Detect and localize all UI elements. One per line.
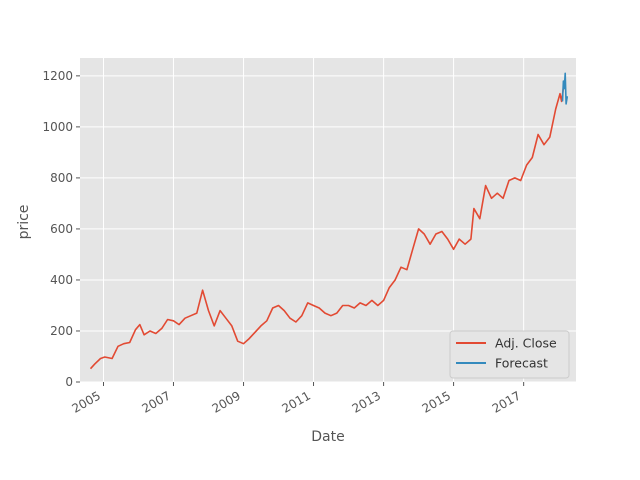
y-tick-label: 0 <box>65 375 73 389</box>
x-ticks: 2005 2007 2009 2011 2013 2015 2017 <box>70 382 525 416</box>
y-tick-label: 800 <box>50 171 73 185</box>
y-tick-label: 600 <box>50 222 73 236</box>
y-tick-label: 400 <box>50 273 73 287</box>
x-tick-label: 2013 <box>350 388 383 415</box>
series-line-adj-close <box>89 80 566 370</box>
series-layer <box>89 72 569 370</box>
x-tick-label: 2011 <box>280 388 313 415</box>
y-ticks: 0 200 400 600 800 1000 1200 <box>42 69 80 389</box>
grid <box>80 58 576 383</box>
x-tick-label: 2017 <box>490 388 523 415</box>
x-tick-label: 2005 <box>70 388 103 415</box>
legend: Adj. Close Forecast <box>449 330 570 379</box>
x-axis-label: Date <box>311 429 344 445</box>
x-tick-label: 2007 <box>140 388 173 415</box>
series-line-forecast <box>561 72 569 105</box>
y-tick-label: 1000 <box>42 120 73 134</box>
legend-label-forecast: Forecast <box>495 356 548 371</box>
x-tick-label: 2015 <box>420 388 453 415</box>
y-tick-label: 1200 <box>42 69 73 83</box>
x-tick-label: 2009 <box>210 388 243 415</box>
y-axis-label: price <box>16 205 32 240</box>
y-tick-label: 200 <box>50 324 73 338</box>
legend-label-adj-close: Adj. Close <box>495 336 557 351</box>
